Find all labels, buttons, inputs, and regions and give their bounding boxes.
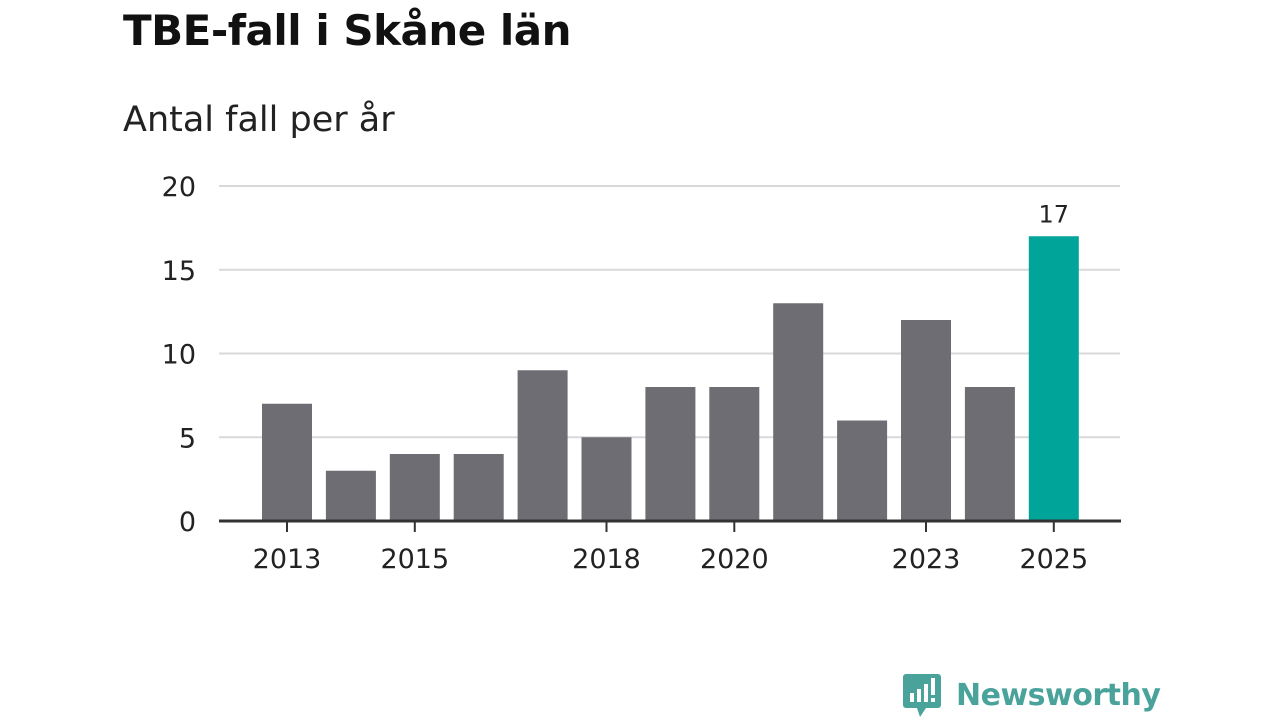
- y-tick-label: 20: [162, 172, 196, 203]
- bar-2025: [1028, 236, 1079, 521]
- chart-title: TBE-fall i Skåne län: [123, 6, 572, 55]
- data-label: 17: [1039, 200, 1070, 228]
- newsworthy-logo-text: Newsworthy: [956, 677, 1161, 713]
- x-tick-label: 2025: [1019, 544, 1088, 575]
- data-labels: 17: [1039, 200, 1070, 228]
- bar-2017: [517, 370, 568, 521]
- bars: [262, 236, 1079, 521]
- newsworthy-logo-icon: [903, 674, 941, 717]
- bar-2016: [453, 454, 504, 521]
- y-axis-ticks: 0 5 10 15 20: [162, 172, 196, 538]
- newsworthy-logo: Newsworthy: [902, 670, 1161, 720]
- bar-2019: [645, 387, 696, 521]
- y-tick-label: 0: [179, 507, 196, 538]
- y-tick-label: 5: [179, 423, 196, 454]
- bar-2020: [709, 387, 760, 521]
- x-tick-label: 2020: [700, 544, 769, 575]
- bar-2021: [773, 303, 824, 521]
- bar-2024: [964, 387, 1015, 521]
- bar-2018: [581, 437, 632, 521]
- bar-2015: [389, 454, 440, 521]
- x-axis-ticks: 2013 2015 2018 2020 2023 2025: [253, 521, 1088, 575]
- y-tick-label: 15: [162, 256, 196, 287]
- x-tick-label: 2018: [572, 544, 641, 575]
- bar-2022: [837, 420, 888, 521]
- x-tick-label: 2013: [253, 544, 322, 575]
- bar-2014: [325, 470, 376, 521]
- y-tick-label: 10: [162, 340, 196, 371]
- bar-2013: [262, 403, 312, 521]
- chart-subtitle: Antal fall per år: [123, 100, 395, 140]
- bar-2023: [901, 320, 951, 521]
- x-tick-label: 2023: [892, 544, 961, 575]
- x-tick-label: 2015: [380, 544, 449, 575]
